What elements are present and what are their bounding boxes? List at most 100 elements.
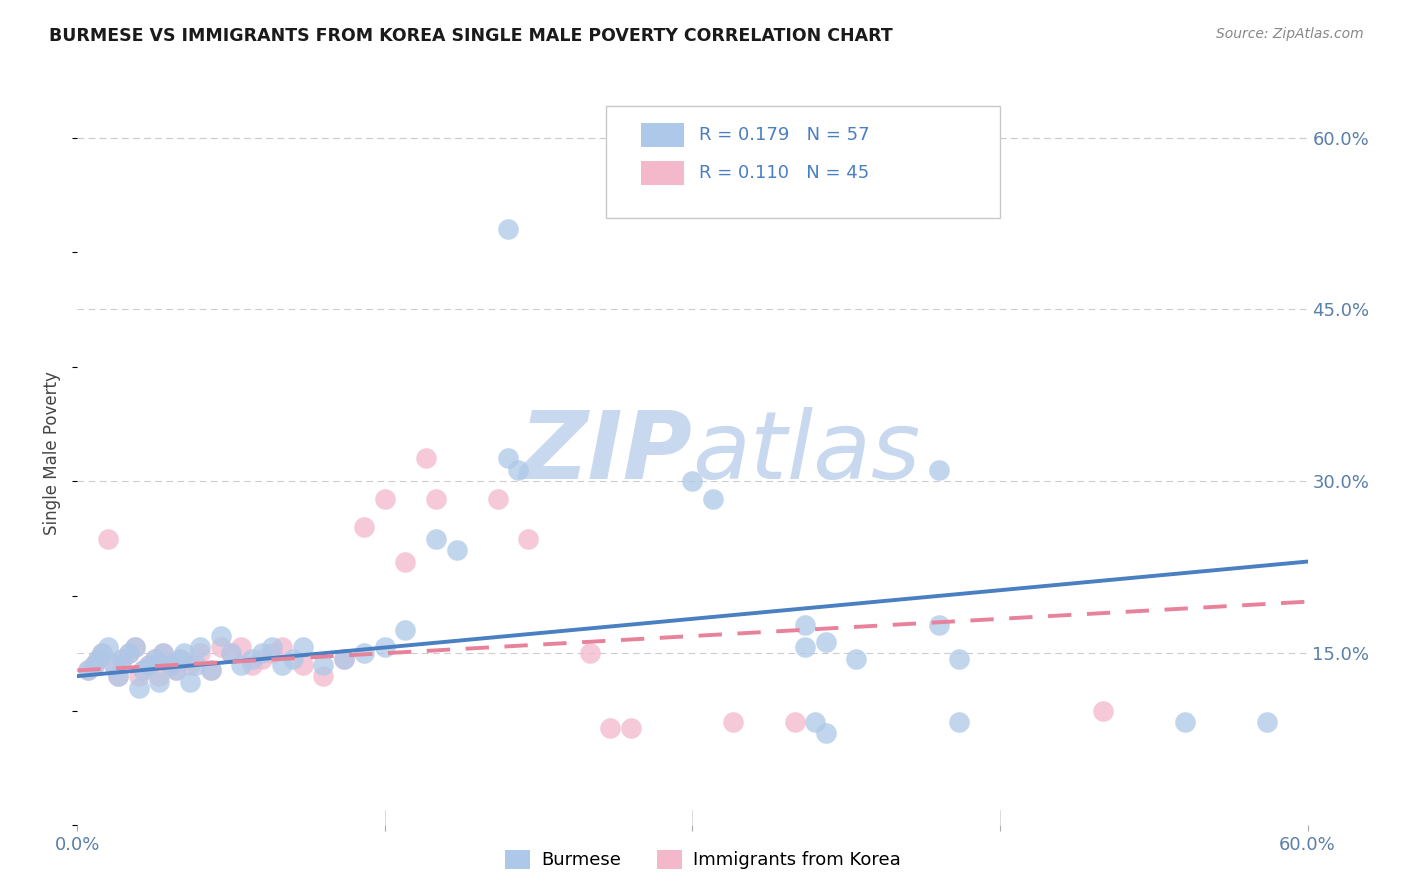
Point — [124, 640, 146, 655]
Point — [209, 640, 232, 655]
Point — [188, 640, 212, 655]
Text: R = 0.110   N = 45: R = 0.110 N = 45 — [699, 163, 869, 182]
Point — [117, 646, 139, 660]
Point — [76, 664, 98, 678]
Point — [1174, 714, 1197, 729]
Point — [219, 646, 242, 660]
Point — [353, 520, 375, 534]
Text: Source: ZipAtlas.com: Source: ZipAtlas.com — [1216, 27, 1364, 41]
Point — [271, 657, 294, 672]
Point — [87, 652, 110, 666]
Point — [152, 646, 174, 660]
Point — [250, 652, 273, 666]
Point — [87, 652, 110, 666]
Point — [312, 669, 335, 683]
Point — [179, 674, 201, 689]
Point — [76, 664, 98, 678]
Point — [333, 652, 356, 666]
Point — [209, 629, 232, 643]
Point — [425, 491, 447, 506]
Point — [200, 664, 222, 678]
Point — [148, 674, 170, 689]
Point — [124, 640, 146, 655]
Text: R = 0.179   N = 57: R = 0.179 N = 57 — [699, 127, 869, 145]
Point — [128, 681, 150, 695]
Point — [152, 646, 174, 660]
Text: atlas: atlas — [693, 407, 921, 499]
Point — [103, 657, 125, 672]
Point — [374, 640, 396, 655]
FancyBboxPatch shape — [641, 161, 683, 185]
Point — [333, 652, 356, 666]
Point — [928, 617, 950, 632]
Point — [169, 652, 191, 666]
Point — [394, 624, 416, 638]
Point — [1091, 704, 1114, 718]
Point — [250, 646, 273, 660]
Point — [107, 669, 129, 683]
Point — [1256, 714, 1278, 729]
Point — [83, 657, 105, 672]
Point — [723, 714, 745, 729]
Point — [231, 640, 253, 655]
Point — [353, 646, 375, 660]
Point — [928, 463, 950, 477]
Point — [169, 652, 191, 666]
Point — [83, 657, 105, 672]
Point — [496, 222, 519, 236]
FancyBboxPatch shape — [606, 106, 1000, 218]
FancyBboxPatch shape — [641, 123, 683, 147]
Point — [231, 657, 253, 672]
Point — [496, 451, 519, 466]
Point — [271, 640, 294, 655]
Point — [148, 669, 170, 683]
Point — [794, 617, 817, 632]
Point — [179, 657, 201, 672]
Point — [620, 721, 643, 735]
Legend: Burmese, Immigrants from Korea: Burmese, Immigrants from Korea — [496, 841, 910, 879]
Point — [111, 652, 134, 666]
Point — [446, 543, 468, 558]
Point — [240, 652, 263, 666]
Point — [186, 657, 208, 672]
Point — [845, 652, 868, 666]
Point — [111, 652, 134, 666]
Point — [486, 491, 509, 506]
Point — [138, 657, 160, 672]
Point — [425, 532, 447, 546]
Point — [165, 664, 187, 678]
Point — [143, 652, 166, 666]
Point — [948, 714, 970, 729]
Y-axis label: Single Male Poverty: Single Male Poverty — [44, 371, 62, 534]
Text: BURMESE VS IMMIGRANTS FROM KOREA SINGLE MALE POVERTY CORRELATION CHART: BURMESE VS IMMIGRANTS FROM KOREA SINGLE … — [49, 27, 893, 45]
Point — [394, 555, 416, 569]
Point — [219, 646, 242, 660]
Point — [814, 634, 837, 648]
Point — [415, 451, 437, 466]
Point — [173, 646, 195, 660]
Point — [159, 657, 181, 672]
Point — [374, 491, 396, 506]
Point — [508, 463, 530, 477]
Point — [107, 669, 129, 683]
Point — [281, 652, 304, 666]
Text: ZIP: ZIP — [520, 407, 693, 499]
Point — [159, 657, 181, 672]
Point — [814, 726, 837, 740]
Point — [291, 657, 314, 672]
Point — [517, 532, 540, 546]
Point — [579, 646, 602, 660]
Point — [143, 652, 166, 666]
Point — [804, 714, 827, 729]
Point — [97, 532, 120, 546]
Point — [103, 657, 125, 672]
Point — [90, 646, 114, 660]
Point — [165, 664, 187, 678]
Point — [188, 646, 212, 660]
Point — [682, 475, 704, 489]
Point — [312, 657, 335, 672]
Point — [132, 664, 155, 678]
Point — [138, 657, 160, 672]
Point — [948, 652, 970, 666]
Point — [132, 664, 155, 678]
